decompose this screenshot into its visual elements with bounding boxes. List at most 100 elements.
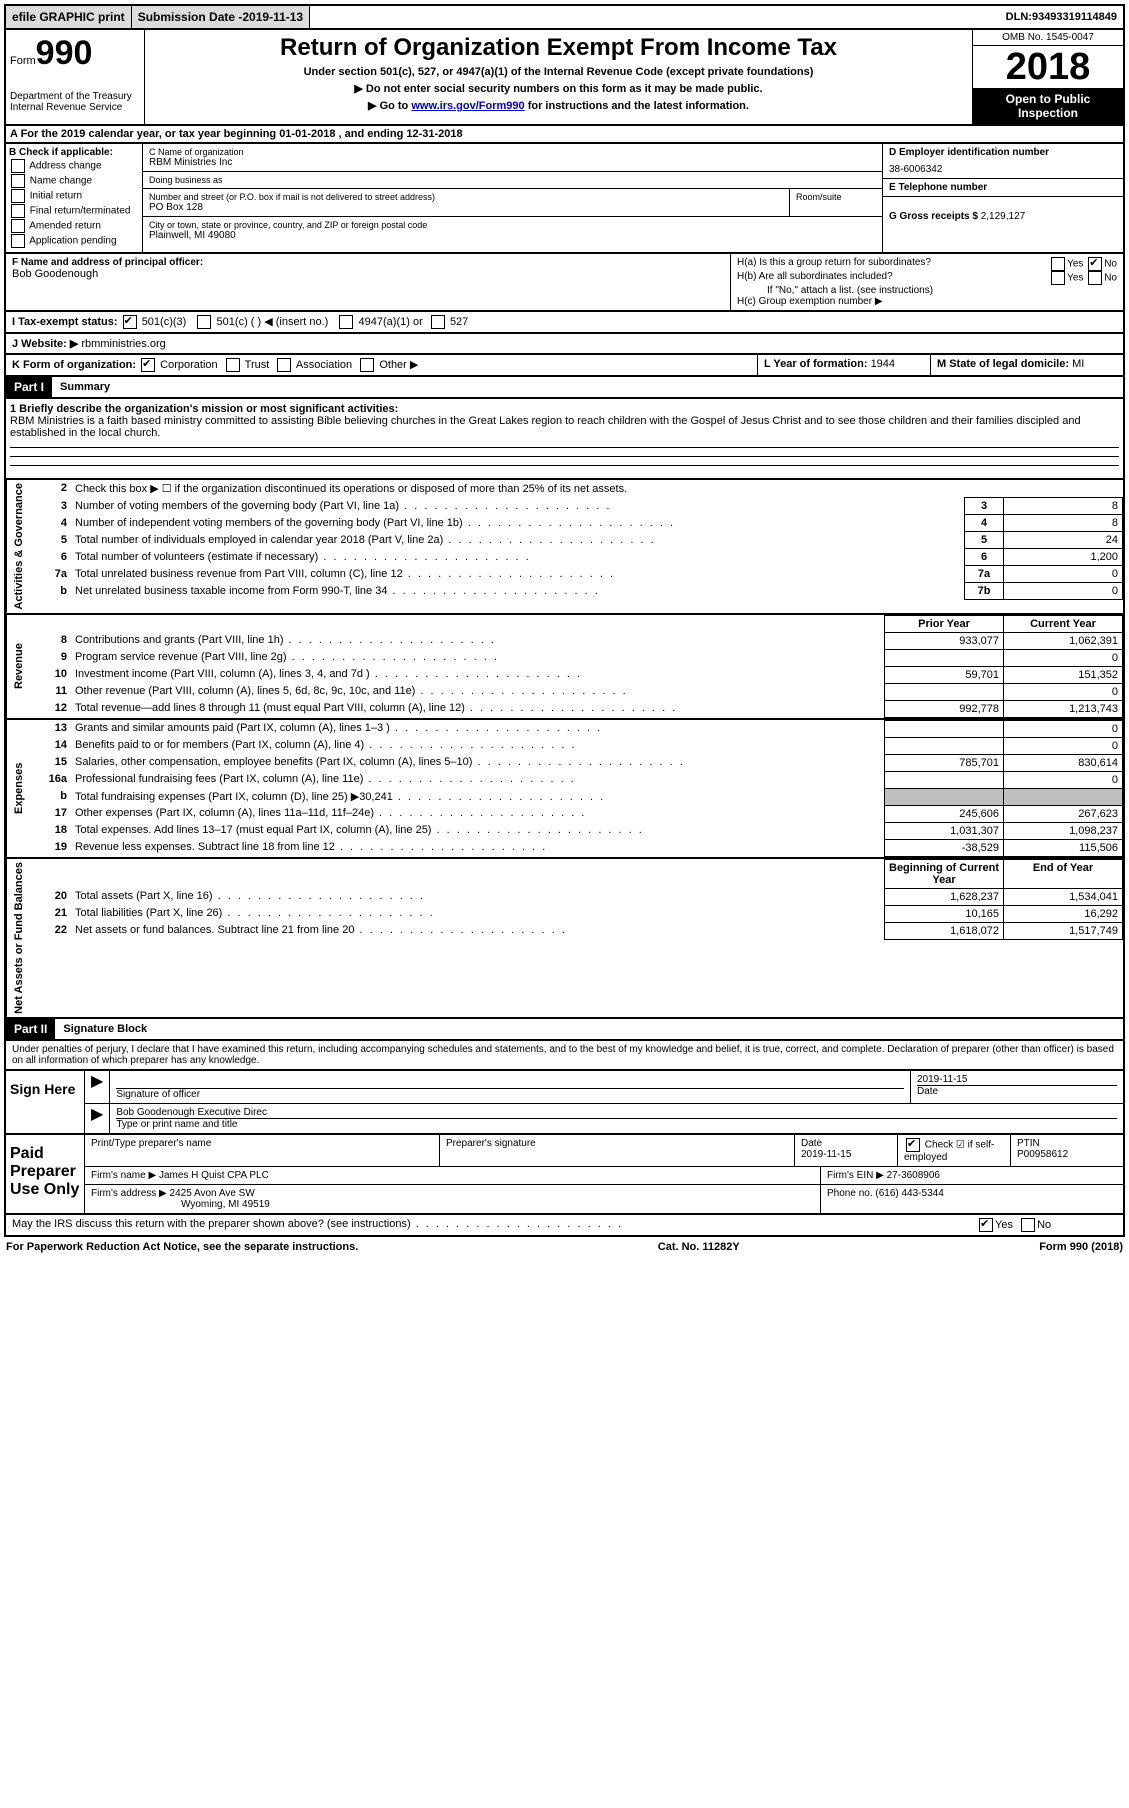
box-b-title: B Check if applicable: [9,147,139,158]
side-activities: Activities & Governance [6,480,39,613]
ein-label: D Employer identification number [889,147,1117,158]
hb-yes[interactable]: Yes [1067,273,1083,284]
cb-final-return[interactable]: Final return/terminated [9,204,139,218]
irs-link[interactable]: www.irs.gov/Form990 [411,100,524,112]
discuss-yes-cb[interactable] [979,1218,993,1232]
cb-address-change[interactable]: Address change [9,159,139,173]
box-c: C Name of organization RBM Ministries In… [143,144,883,252]
cb-501c[interactable] [197,315,211,329]
net-table: Beginning of Current YearEnd of Year 20T… [39,859,1123,940]
cb-initial-return[interactable]: Initial return [9,189,139,203]
col-current: Current Year [1004,615,1123,632]
firm-addr-label: Firm's address ▶ [91,1188,170,1199]
firm-phone: (616) 443-5344 [875,1188,943,1199]
discuss-row: May the IRS discuss this return with the… [4,1215,1125,1237]
header-center: Return of Organization Exempt From Incom… [145,30,972,124]
firm-ein-label: Firm's EIN ▶ [827,1170,887,1181]
side-revenue: Revenue [6,615,39,718]
table-row: 12Total revenue—add lines 8 through 11 (… [39,700,1123,717]
room-label: Room/suite [796,192,876,202]
table-row: 8Contributions and grants (Part VIII, li… [39,632,1123,649]
top-bar: efile GRAPHIC print Submission Date - 20… [4,4,1125,30]
gov-table: 2Check this box ▶ ☐ if the organization … [39,480,1123,600]
paid-preparer-block: Paid Preparer Use Only Print/Type prepar… [4,1135,1125,1215]
hb-label: H(b) Are all subordinates included? [737,271,893,285]
footer-left: For Paperwork Reduction Act Notice, see … [6,1241,358,1253]
cb-trust[interactable] [226,358,240,372]
officer-name: Bob Goodenough [12,268,724,280]
part1-header: Part I [6,377,52,397]
cb-corp[interactable] [141,358,155,372]
box-h: H(a) Is this a group return for subordin… [731,254,1123,310]
table-row: 15Salaries, other compensation, employee… [39,754,1123,771]
table-row: 18Total expenses. Add lines 13–17 (must … [39,822,1123,839]
ptin-value: P00958612 [1017,1149,1068,1160]
dln: DLN: 93493319114849 [1000,6,1123,28]
street-label: Number and street (or P.O. box if mail i… [149,192,783,202]
cb-527[interactable] [431,315,445,329]
paid-prep-label: Paid Preparer Use Only [6,1135,85,1213]
box-g: G Gross receipts $ 2,129,127 [883,197,1123,252]
form-title: Return of Organization Exempt From Incom… [149,34,968,62]
arrow-icon: ▶ [85,1071,110,1103]
sig-date: 2019-11-15 [917,1074,1117,1086]
firm-addr1: 2425 Avon Ave SW [170,1188,255,1199]
box-d: D Employer identification number 38-6006… [883,144,1123,179]
gross-value: 2,129,127 [981,211,1026,222]
rev-table: Prior YearCurrent Year 8Contributions an… [39,615,1123,718]
ha-no[interactable]: No [1104,259,1117,270]
dln-label: DLN: [1006,11,1032,23]
col-boy: Beginning of Current Year [885,859,1004,888]
hb-no[interactable]: No [1104,273,1117,284]
date-label: Date [917,1086,938,1097]
cb-app-pending[interactable]: Application pending [9,234,139,248]
cb-4947[interactable] [339,315,353,329]
penalty-text: Under penalties of perjury, I declare th… [4,1041,1125,1071]
table-row: 9Program service revenue (Part VIII, lin… [39,649,1123,666]
table-row: 17Other expenses (Part IX, column (A), l… [39,805,1123,822]
arrow-icon-2: ▶ [85,1104,110,1133]
ha-yes[interactable]: Yes [1067,259,1083,270]
header-right: OMB No. 1545-0047 2018 Open to Public In… [972,30,1123,124]
dba-label: Doing business as [149,175,876,185]
efile-print-button[interactable]: efile GRAPHIC print [6,6,132,28]
officer-typed-name: Bob Goodenough Executive Direc [116,1107,1117,1119]
gross-label: G Gross receipts $ [889,211,981,222]
cb-amended[interactable]: Amended return [9,219,139,233]
note-link-post: for instructions and the latest informat… [525,100,749,112]
dept-treasury: Department of the Treasury [10,91,140,102]
form-header: Form990 Department of the Treasury Inter… [4,30,1125,126]
org-name-label: C Name of organization [149,147,876,157]
cb-name-change[interactable]: Name change [9,174,139,188]
table-row: 19Revenue less expenses. Subtract line 1… [39,839,1123,856]
side-expenses: Expenses [6,720,39,857]
year-formation: 1944 [871,358,895,370]
box-e: E Telephone number [883,179,1123,197]
box-b: B Check if applicable: Address change Na… [6,144,143,252]
org-name: RBM Ministries Inc [149,157,876,168]
discuss-no: No [1037,1218,1051,1230]
prep-name-label: Print/Type preparer's name [85,1135,440,1166]
submission-value: 2019-11-13 [242,10,303,24]
ein-value: 38-6006342 [889,164,1117,175]
part2-header: Part II [6,1019,55,1039]
part2-title: Signature Block [55,1020,155,1038]
box-m: M State of legal domicile: MI [931,355,1123,375]
rev-section: Revenue Prior YearCurrent Year 8Contribu… [4,615,1125,720]
submission-label: Submission Date - [138,10,243,24]
note-link-pre: ▶ Go to [368,100,411,112]
hb-note: If "No," attach a list. (see instruction… [737,285,1117,296]
cb-other[interactable] [360,358,374,372]
open-inspection: Open to Public Inspection [973,88,1123,124]
table-row: 14Benefits paid to or for members (Part … [39,737,1123,754]
cb-501c3[interactable] [123,315,137,329]
cb-assoc[interactable] [277,358,291,372]
table-row: 20Total assets (Part X, line 16)1,628,23… [39,888,1123,905]
form-subtitle: Under section 501(c), 527, or 4947(a)(1)… [149,66,968,78]
form-number: 990 [36,34,93,72]
form-word: Form [10,55,36,67]
website-value: rbmministries.org [81,338,165,350]
discuss-no-cb[interactable] [1021,1218,1035,1232]
dba-cell: Doing business as [143,172,882,189]
prep-date-label: Date [801,1138,822,1149]
